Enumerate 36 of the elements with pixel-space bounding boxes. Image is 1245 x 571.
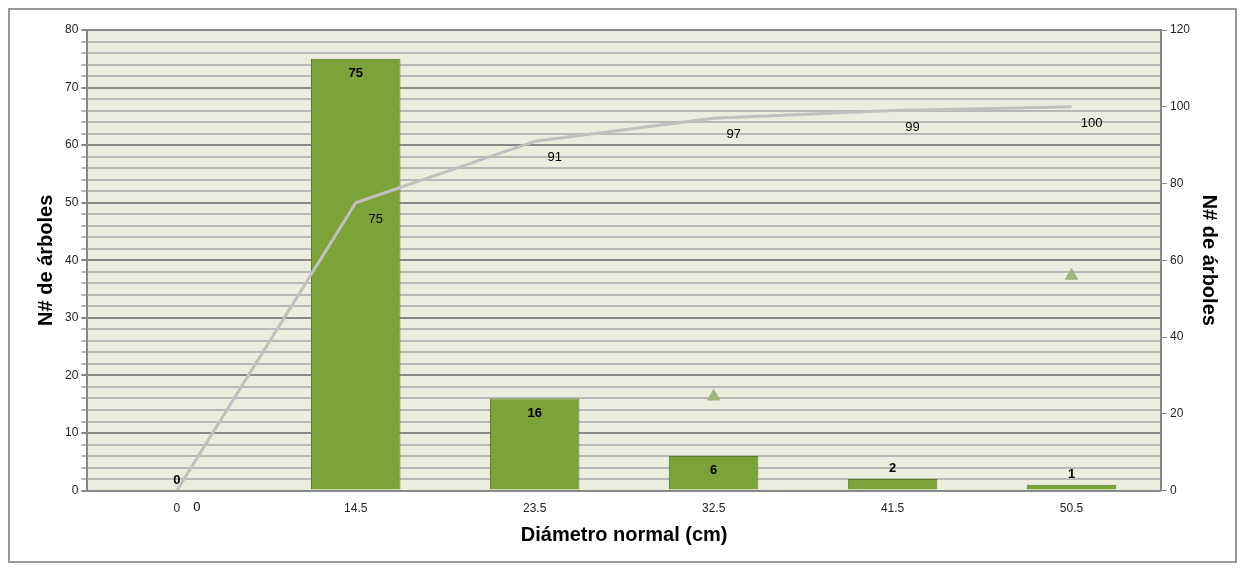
data-label: 0 [173,471,181,487]
y-tick-label: 20 [64,367,79,382]
y-tick-label: 40 [64,252,79,267]
y-tick-label: 10 [64,425,79,440]
x-tick-label: 23.5 [523,501,547,516]
y2-tick-label: 60 [1169,252,1184,267]
y-tick-label: 70 [64,79,79,94]
y-tick-label: 30 [64,310,79,325]
x-tick-label: 41.5 [880,501,905,516]
data-label: 2 [888,460,897,476]
y2-tick-label: 0 [1169,482,1177,497]
x-tick-label: 50.5 [1059,501,1084,516]
data-label: 99 [905,118,920,134]
data-label: 75 [348,64,363,80]
data-label: 97 [726,126,741,142]
x-tick-label: 32.5 [701,501,726,516]
y2-tick-label: 20 [1169,406,1184,421]
data-label: 16 [527,404,542,420]
data-label: 1 [1067,465,1076,481]
y-tick-label: 0 [71,482,79,497]
y-tick-label: 50 [64,195,79,210]
y-tick-label: 60 [64,137,79,152]
data-label: 91 [547,149,562,165]
y2-tick-label: 80 [1169,175,1184,190]
x-tick-label: 0 [173,501,181,516]
y2-tick-label: 40 [1169,329,1184,344]
data-label: 100 [1080,114,1103,130]
data-label: 6 [710,462,718,478]
y2-tick-label: 120 [1169,22,1191,37]
y-tick-label: 80 [64,22,79,37]
data-label: 75 [368,210,383,226]
x-axis-title: Diámetro normal (cm) [520,522,728,545]
y-axis-title: N# de árboles [33,194,56,326]
y2-axis-title: N# de árboles [1199,194,1222,326]
x-tick-label: 14.5 [344,501,368,516]
y2-tick-label: 100 [1169,99,1191,114]
